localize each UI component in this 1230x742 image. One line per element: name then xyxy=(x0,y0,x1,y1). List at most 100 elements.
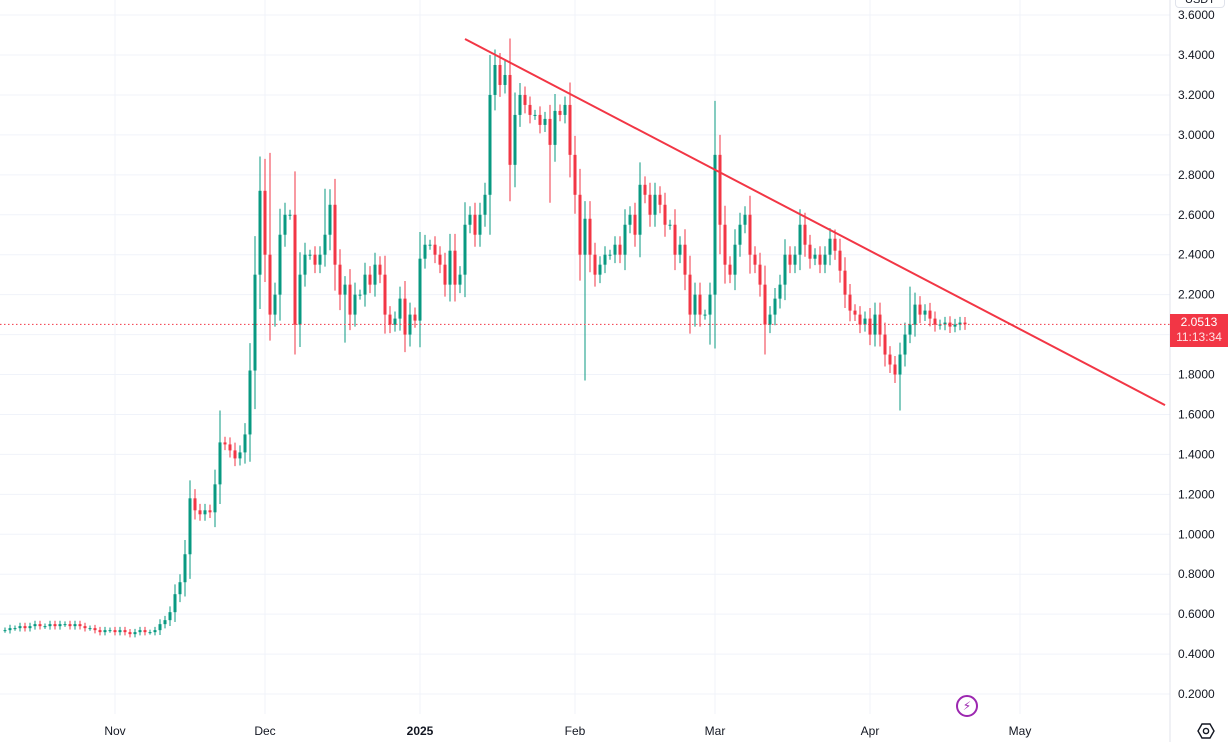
lightning-icon[interactable]: ⚡︎ xyxy=(956,695,978,717)
candle-up xyxy=(693,294,697,315)
candle-up xyxy=(43,626,47,628)
candle-down xyxy=(888,354,892,365)
candle-down xyxy=(818,254,822,265)
candle-up xyxy=(793,254,797,265)
candle-up xyxy=(318,254,322,265)
price-tick-label: 1.6000 xyxy=(1178,407,1215,421)
candle-up xyxy=(603,254,607,265)
candle-up xyxy=(283,214,287,235)
candle-up xyxy=(358,294,362,296)
candle-down xyxy=(523,94,527,105)
candle-down xyxy=(788,254,792,265)
price-tick-label: 0.8000 xyxy=(1178,567,1215,581)
price-tick-label: 3.6000 xyxy=(1178,8,1215,22)
candle-up xyxy=(343,284,347,295)
candle-up xyxy=(423,244,427,259)
candle-down xyxy=(868,318,872,335)
candle-down xyxy=(763,284,767,325)
candle-up xyxy=(943,322,947,325)
candle-down xyxy=(893,364,897,375)
candle-up xyxy=(248,370,252,435)
candle-down xyxy=(338,264,342,295)
price-axis[interactable]: 3.6000 3.4000 3.2000 3.0000 2.8000 2.6000 2.40… xyxy=(1178,8,1215,701)
candle-up xyxy=(823,254,827,265)
candle-down xyxy=(808,244,812,259)
candle-up xyxy=(628,214,632,225)
candle-down xyxy=(728,264,732,275)
candle-down xyxy=(433,244,437,255)
candle-up xyxy=(183,554,187,583)
candle-up xyxy=(58,624,62,627)
candle-up xyxy=(118,630,122,633)
price-tick-label: 2.6000 xyxy=(1178,208,1215,222)
time-tick-label: Feb xyxy=(565,724,586,738)
candle-up xyxy=(783,254,787,285)
candle-down xyxy=(688,274,692,315)
candle-up xyxy=(278,234,282,295)
candle-down xyxy=(673,224,677,255)
candle-down xyxy=(853,310,857,315)
candle-down xyxy=(803,224,807,245)
last-price-value: 2.0513 xyxy=(1180,315,1218,329)
candle-down xyxy=(538,114,542,125)
time-tick-label: May xyxy=(1009,724,1032,738)
candle-down xyxy=(198,510,202,515)
candle-down xyxy=(683,244,687,275)
candle-down xyxy=(528,104,532,115)
candle-up xyxy=(863,318,867,325)
candle-down xyxy=(718,154,722,225)
candle-down xyxy=(193,498,197,511)
candle-up xyxy=(513,114,517,165)
candle-down xyxy=(633,214,637,235)
candle-up xyxy=(898,354,902,375)
candle-down xyxy=(498,64,502,85)
candle-up xyxy=(328,204,332,235)
candle-down xyxy=(123,630,127,633)
price-tick-label: 2.8000 xyxy=(1178,168,1215,182)
candle-up xyxy=(608,254,612,256)
candle-down xyxy=(933,318,937,325)
candle-down xyxy=(593,254,597,275)
candle-down xyxy=(838,250,842,271)
candle-up xyxy=(323,234,327,255)
candle-up xyxy=(108,630,112,632)
candle-up xyxy=(913,304,917,325)
candle-up xyxy=(308,254,312,256)
time-axis[interactable]: Nov Dec 2025 Feb Mar Apr May xyxy=(104,724,1031,738)
candle-up xyxy=(363,274,367,295)
settings-icon[interactable] xyxy=(1197,722,1215,740)
candle-up xyxy=(393,318,397,325)
currency-unit-label[interactable]: USDT xyxy=(1175,0,1225,8)
candle-up xyxy=(73,624,77,627)
candle-up xyxy=(398,298,402,319)
candle-down xyxy=(833,238,837,251)
candle-down xyxy=(143,630,147,633)
candle-up xyxy=(3,630,7,632)
candle-up xyxy=(63,624,67,626)
candle-up xyxy=(623,224,627,255)
candle-down xyxy=(38,624,42,627)
candle-down xyxy=(453,250,457,285)
trendline[interactable] xyxy=(464,38,1166,406)
candle-down xyxy=(663,204,667,225)
candle-down xyxy=(53,624,57,627)
candle-down xyxy=(388,314,392,325)
candle-up xyxy=(188,498,192,555)
candle-up xyxy=(298,274,302,325)
candle-down xyxy=(643,184,647,195)
candle-down xyxy=(558,110,562,115)
candle-up xyxy=(28,626,32,629)
candle-up xyxy=(243,434,247,453)
time-tick-label: Dec xyxy=(254,724,275,738)
candle-up xyxy=(353,294,357,315)
price-tick-label: 3.0000 xyxy=(1178,128,1215,142)
candle-down xyxy=(848,294,852,311)
candle-down xyxy=(208,510,212,513)
candle-up xyxy=(503,74,507,85)
candle-down xyxy=(223,442,227,445)
price-tick-label: 2.2000 xyxy=(1178,288,1215,302)
candle-up xyxy=(798,224,802,255)
candle-up xyxy=(158,624,162,631)
candle-up xyxy=(148,632,152,634)
